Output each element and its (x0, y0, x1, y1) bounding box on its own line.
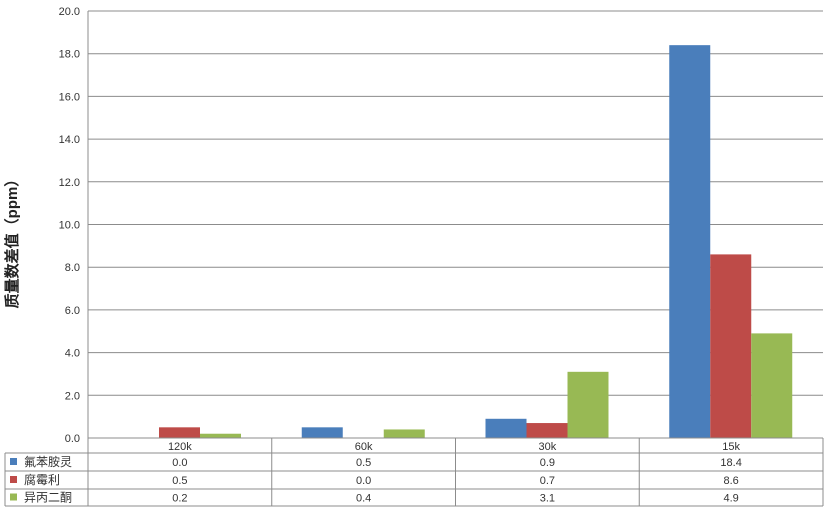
bar-氟苯胺灵-60k (301, 427, 343, 438)
y-tick-label: 18.0 (59, 49, 80, 61)
data-table-cell: 0.5 (356, 457, 371, 469)
bar-异丙二酮-15k (751, 333, 793, 438)
y-tick-label: 4.0 (65, 348, 80, 360)
bar-腐霉利-120k (159, 427, 200, 438)
x-tick-label: 15k (722, 441, 740, 453)
data-table-cell: 4.9 (723, 493, 738, 505)
legend-label: 氟苯胺灵 (24, 455, 72, 469)
data-table-cell: 0.0 (172, 457, 187, 469)
legend-key (10, 493, 17, 501)
bar-异丙二酮-30k (567, 371, 609, 438)
data-table-cell: 8.6 (723, 475, 738, 487)
legend-label: 腐霉利 (24, 472, 60, 487)
y-tick-label: 12.0 (59, 177, 80, 189)
bar-腐霉利-15k (710, 254, 752, 438)
y-tick-label: 14.0 (59, 134, 80, 146)
bar-氟苯胺灵-15k (669, 45, 711, 438)
y-tick-label: 10.0 (59, 220, 80, 232)
y-tick-label: 20.0 (59, 6, 80, 18)
data-table-cell: 0.4 (356, 493, 371, 505)
y-tick-label: 0.0 (65, 433, 80, 445)
legend-key (10, 458, 17, 465)
data-table-cell: 0.9 (540, 457, 555, 469)
legend-label: 异丙二酮 (24, 491, 72, 505)
data-table-cell: 0.2 (172, 493, 187, 505)
x-tick-label: 60k (355, 441, 373, 453)
data-table-cell: 3.1 (540, 493, 555, 505)
data-table-cell: 0.0 (356, 475, 371, 487)
y-tick-label: 2.0 (65, 390, 80, 402)
bar-异丙二酮-60k (383, 429, 425, 438)
x-tick-label: 30k (539, 441, 557, 453)
bar-氟苯胺灵-30k (485, 418, 527, 438)
y-axis-title: 质量数差值（ppm） (3, 172, 21, 309)
bar-异丙二酮-120k (200, 433, 241, 438)
y-tick-label: 16.0 (59, 91, 80, 103)
y-tick-label: 6.0 (65, 305, 80, 317)
legend-key (10, 476, 17, 483)
bar-腐霉利-30k (526, 423, 568, 438)
x-tick-label: 120k (168, 441, 192, 453)
y-tick-label: 8.0 (65, 262, 80, 274)
data-table-cell: 18.4 (720, 457, 741, 469)
data-table-cell: 0.5 (172, 475, 187, 487)
data-table-cell: 0.7 (540, 475, 555, 487)
